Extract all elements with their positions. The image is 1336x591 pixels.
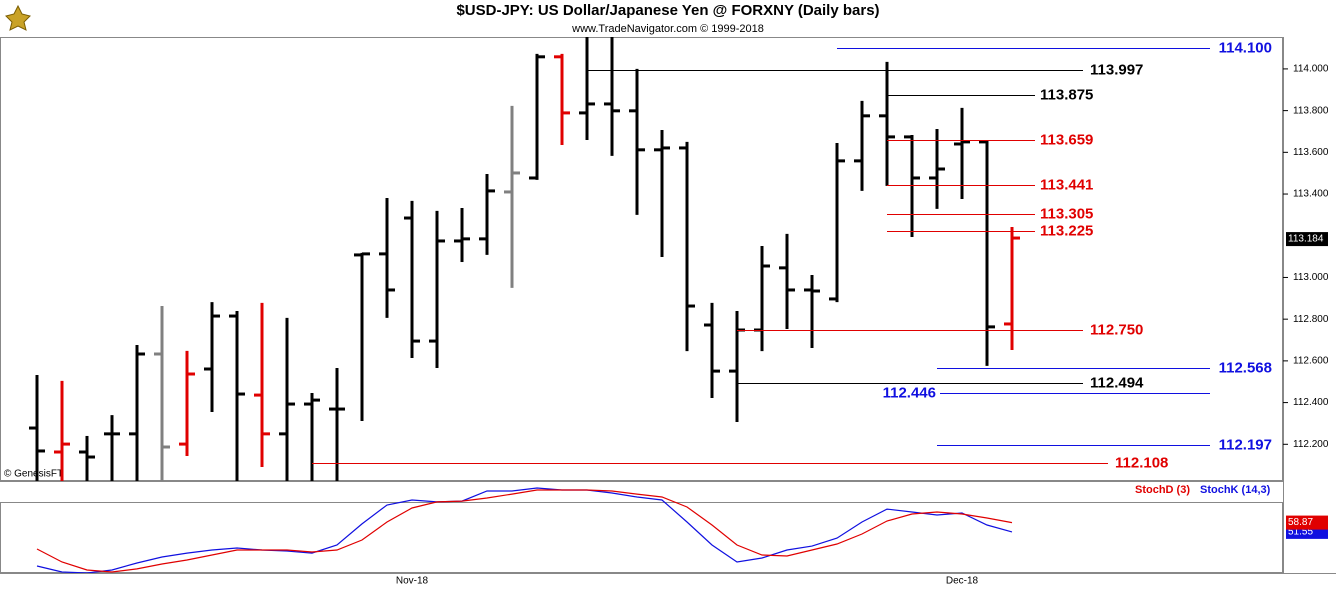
- level-label: 114.100: [1219, 39, 1272, 56]
- level-label: 113.305: [1040, 205, 1093, 222]
- stoch-panel: [0, 502, 1283, 573]
- level-label: 112.446: [883, 384, 936, 401]
- chart-title: $USD-JPY: US Dollar/Japanese Yen @ FORXN…: [456, 2, 879, 19]
- y-tick-label: 113.400: [1293, 189, 1329, 200]
- level-label: 113.875: [1040, 86, 1093, 103]
- y-tick-label: 113.000: [1293, 272, 1329, 283]
- last-value-box: [1286, 515, 1328, 530]
- source-note: © GenesisFT: [4, 469, 63, 480]
- x-tick-label: Dec-18: [946, 576, 979, 587]
- last-value-label: 51.55: [1288, 527, 1313, 538]
- stoch-line: [36, 487, 1013, 573]
- y-tick-label: 113.800: [1293, 105, 1329, 116]
- level-label: 112.750: [1090, 321, 1143, 338]
- y-tick-label: 114.000: [1293, 64, 1329, 75]
- level-label: 112.108: [1115, 454, 1168, 471]
- level-label: 112.568: [1219, 359, 1272, 376]
- level-label: 113.441: [1040, 176, 1093, 193]
- last-value-label: 58.87: [1288, 517, 1313, 528]
- y-tick-label: 112.200: [1293, 439, 1329, 450]
- level-label: 113.659: [1040, 131, 1093, 148]
- level-label: 113.225: [1040, 222, 1093, 239]
- level-label: 113.997: [1090, 61, 1143, 78]
- legend-entry: StochD (3): [1135, 484, 1190, 496]
- legend-entry: StochK (14,3): [1200, 484, 1271, 496]
- last-price-label: 113.184: [1288, 234, 1324, 245]
- last-price-box: [1286, 232, 1328, 247]
- logo: [4, 4, 32, 32]
- level-label: 112.494: [1090, 374, 1144, 391]
- y-tick-label: 112.400: [1293, 397, 1329, 408]
- y-tick-label: 112.600: [1293, 356, 1329, 367]
- chart-subtitle: www.TradeNavigator.com © 1999-2018: [571, 23, 764, 35]
- price-plot: [29, 37, 1020, 481]
- x-tick-label: Nov-18: [396, 576, 429, 587]
- y-tick-label: 113.600: [1293, 147, 1329, 158]
- y-tick-label: 112.800: [1293, 314, 1329, 325]
- level-label: 112.197: [1219, 436, 1272, 453]
- stoch-plot: [36, 487, 1013, 573]
- main-panel: [0, 37, 1283, 481]
- stoch-line: [36, 489, 1013, 573]
